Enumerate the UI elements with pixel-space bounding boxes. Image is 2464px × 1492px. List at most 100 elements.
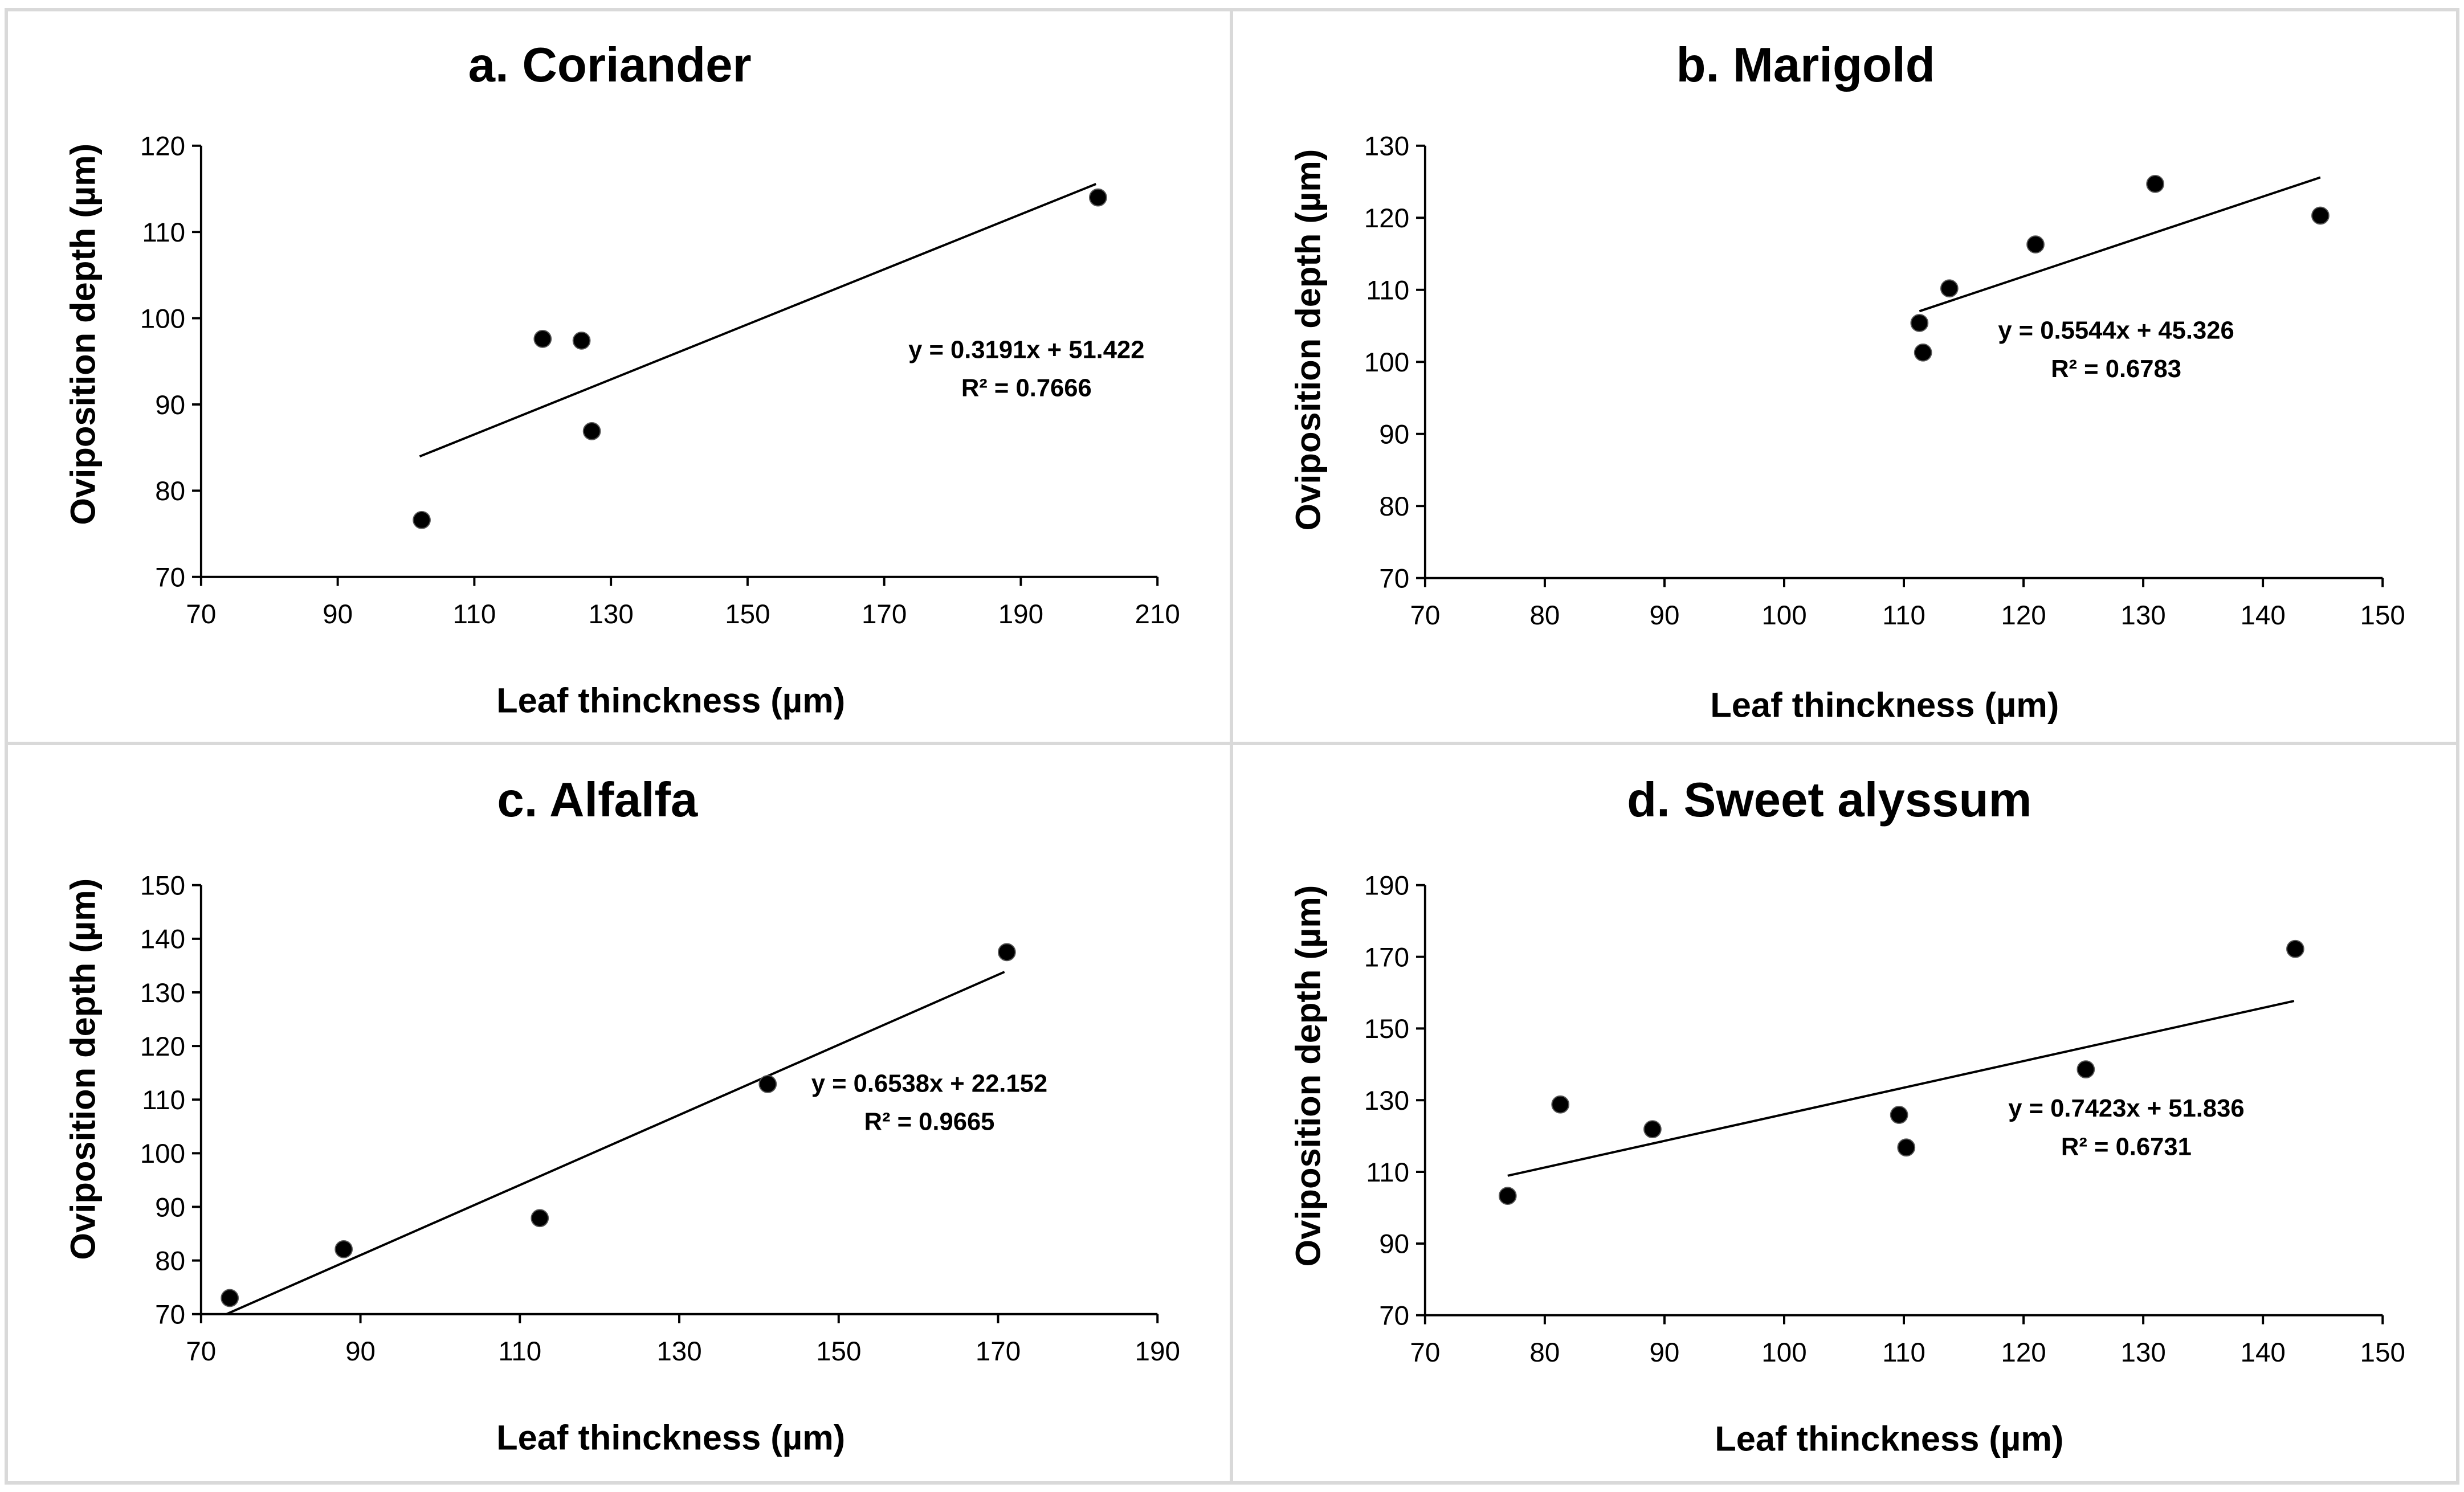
trendline-equation: y = 0.6538x + 22.152 [811, 1070, 1047, 1097]
trendline [1919, 176, 2321, 313]
data-point [2311, 206, 2330, 225]
y-tick-label: 110 [142, 218, 185, 248]
x-axis-title: Leaf thinckness (µm) [496, 1419, 845, 1458]
y-tick-label: 170 [1364, 942, 1409, 972]
y-axis-title: Oviposition depth (µm) [64, 878, 103, 1260]
data-point [1910, 314, 1929, 332]
y-tick-label: 110 [142, 1085, 185, 1115]
x-tick-label: 110 [452, 599, 496, 629]
chart-panel-sweet-alyssum: d. Sweet alyssum Oviposition depth (µm) … [1230, 742, 2459, 1485]
y-tick-label: 130 [140, 978, 185, 1008]
data-point [582, 422, 601, 440]
x-tick-label: 90 [1650, 600, 1680, 631]
y-tick-label: 80 [155, 476, 185, 506]
y-tick-label: 100 [140, 304, 185, 334]
chart-title: b. Marigold [1676, 38, 1935, 92]
x-tick-label: 70 [186, 1336, 216, 1367]
x-tick-label: 70 [1410, 600, 1440, 631]
data-point [1897, 1138, 1916, 1157]
data-point [531, 1209, 549, 1228]
x-tick-label: 100 [1761, 1338, 1806, 1368]
x-tick-label: 90 [345, 1336, 376, 1367]
y-tick-label: 70 [1379, 564, 1409, 594]
data-point [2146, 174, 2164, 193]
y-tick-label: 130 [1364, 132, 1409, 162]
x-tick-label: 120 [2001, 1338, 2046, 1368]
y-tick-label: 190 [1364, 871, 1409, 901]
data-point [533, 330, 552, 348]
data-point [221, 1289, 239, 1307]
y-tick-label: 120 [1364, 203, 1409, 234]
y-axis-title: Oviposition depth (µm) [1289, 149, 1328, 531]
data-point [1089, 188, 1107, 207]
r-squared-label: R² = 0.7666 [961, 375, 1092, 402]
x-tick-label: 80 [1529, 600, 1560, 631]
y-tick-label: 70 [155, 1300, 185, 1330]
scatter-chart-sweet-alyssum: d. Sweet alyssum Oviposition depth (µm) … [1289, 773, 2405, 1459]
x-tick-label: 130 [2120, 600, 2165, 631]
r-squared-label: R² = 0.9665 [864, 1109, 994, 1136]
chart-title: a. Coriander [468, 38, 752, 92]
y-tick-label: 100 [1364, 348, 1409, 378]
data-point [1890, 1106, 1908, 1124]
x-tick-label: 130 [588, 599, 633, 629]
x-tick-label: 70 [1410, 1338, 1440, 1368]
y-tick-label: 80 [155, 1246, 185, 1276]
data-point [1940, 279, 1959, 298]
trendline-equation: y = 0.3191x + 51.422 [908, 336, 1144, 363]
y-tick-label: 120 [140, 132, 185, 162]
r-squared-label: R² = 0.6783 [2051, 355, 2181, 383]
y-tick-label: 140 [140, 925, 185, 955]
trendline-equation: y = 0.7423x + 51.836 [2008, 1095, 2244, 1122]
x-tick-label: 80 [1529, 1338, 1560, 1368]
x-tick-label: 150 [816, 1336, 861, 1367]
x-tick-label: 110 [498, 1336, 541, 1367]
y-tick-label: 80 [1379, 492, 1409, 522]
y-tick-label: 90 [155, 1192, 185, 1223]
y-tick-label: 120 [140, 1032, 185, 1062]
x-tick-label: 100 [1761, 600, 1806, 631]
scatter-chart-marigold: b. Marigold Oviposition depth (µm) Leaf … [1289, 38, 2405, 725]
y-tick-label: 70 [155, 563, 185, 593]
chart-panel-marigold: b. Marigold Oviposition depth (µm) Leaf … [1230, 8, 2459, 745]
data-point [2026, 235, 2045, 254]
chart-panel-coriander: a. Coriander Oviposition depth (µm) Leaf… [5, 8, 1234, 745]
x-tick-label: 110 [1882, 600, 1925, 631]
y-axis-title: Oviposition depth (µm) [1289, 885, 1328, 1267]
y-tick-label: 110 [1366, 276, 1409, 306]
x-tick-label: 170 [976, 1336, 1021, 1367]
data-point [1551, 1095, 1570, 1114]
x-tick-label: 150 [2360, 600, 2405, 631]
chart-panel-alfalfa: c. Alfalfa Oviposition depth (µm) Leaf t… [5, 742, 1234, 1485]
trendline [419, 183, 1097, 458]
y-tick-label: 100 [140, 1139, 185, 1169]
x-tick-label: 190 [998, 599, 1043, 629]
y-tick-label: 110 [1366, 1158, 1409, 1188]
y-tick-label: 150 [1364, 1014, 1409, 1044]
y-tick-label: 150 [140, 871, 185, 901]
data-point [998, 943, 1016, 962]
x-tick-label: 130 [2120, 1338, 2165, 1368]
x-tick-label: 170 [862, 599, 907, 629]
y-tick-label: 90 [1379, 1229, 1409, 1260]
data-point [1914, 343, 1932, 362]
x-tick-label: 90 [1649, 1338, 1679, 1368]
y-axis-title: Oviposition depth (µm) [64, 144, 103, 525]
x-tick-label: 110 [1882, 1338, 1925, 1368]
data-point [334, 1240, 353, 1258]
x-tick-label: 70 [186, 599, 216, 629]
x-axis-title: Leaf thinckness (µm) [1715, 1419, 2063, 1458]
chart-title: c. Alfalfa [497, 773, 698, 827]
x-tick-label: 130 [656, 1336, 701, 1367]
trendline [1507, 1000, 2295, 1177]
x-tick-label: 140 [2241, 1338, 2286, 1368]
chart-title: d. Sweet alyssum [1627, 773, 2031, 827]
data-point [2077, 1060, 2095, 1078]
trendline [226, 971, 1005, 1315]
data-point [572, 332, 591, 350]
r-squared-label: R² = 0.6731 [2061, 1133, 2192, 1160]
scatter-chart-alfalfa: c. Alfalfa Oviposition depth (µm) Leaf t… [64, 773, 1180, 1458]
x-axis-title: Leaf thinckness (µm) [496, 681, 845, 720]
x-tick-label: 150 [725, 599, 770, 629]
x-tick-label: 150 [2360, 1338, 2405, 1368]
